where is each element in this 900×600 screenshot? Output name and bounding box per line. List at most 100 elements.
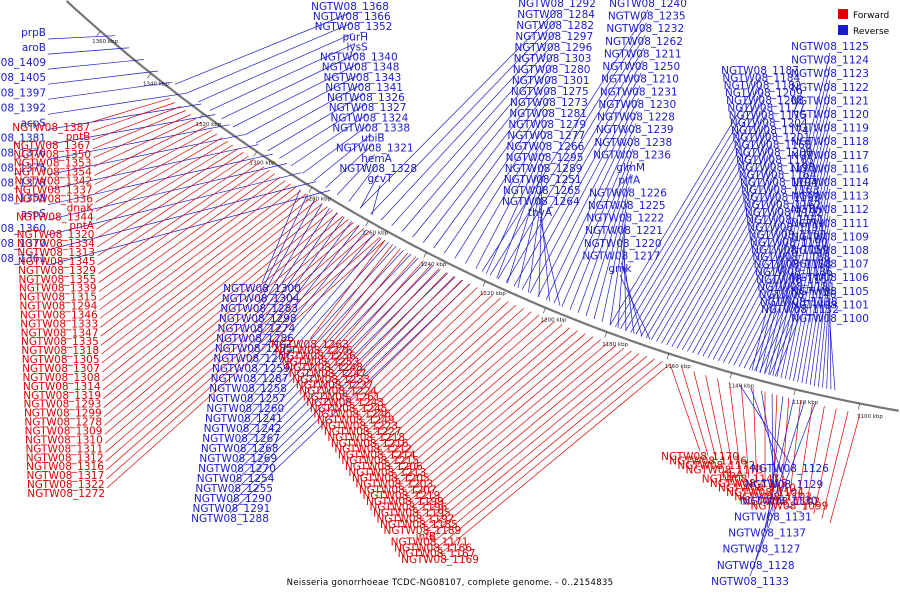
label-leader-line <box>681 181 778 351</box>
label-leader-line <box>245 241 389 404</box>
reverse-feature-label: NGTW08_1131 <box>734 511 812 523</box>
label-leader-line <box>355 290 486 415</box>
reverse-feature-label: NGTW08_1277 <box>507 130 585 142</box>
forward-feature-label: NGTW08_1367 <box>13 140 91 152</box>
tick-mark <box>666 353 670 360</box>
label-leader-line <box>485 141 547 274</box>
label-leader-line <box>256 207 330 324</box>
reverse-feature-label: NGTW08_1118 <box>791 136 869 148</box>
reverse-feature-label: NGTW08_1242 <box>204 423 282 435</box>
label-leader-line <box>475 130 548 269</box>
label-leader-line <box>755 401 805 561</box>
reverse-feature-label: NGTW08_1341 <box>325 82 403 94</box>
reverse-feature-label: NGTW08_1113 <box>791 191 869 203</box>
label-leader-line <box>755 66 831 372</box>
label-leader-line <box>106 239 386 489</box>
tick-label: 1220 kbp <box>480 291 506 297</box>
label-leader-line <box>497 35 646 280</box>
forward-feature-label: NGTW08_1206 <box>345 461 423 473</box>
label-leader-line <box>661 151 773 344</box>
forward-feature-label: NGTW08_1353 <box>14 158 92 170</box>
reverse-feature-label: NGTW08_1266 <box>507 141 585 153</box>
label-leader-line <box>209 43 356 111</box>
reverse-feature-label: NGTW08_1109 <box>791 231 869 243</box>
label-leaders <box>47 9 861 577</box>
label-leader-line <box>231 280 463 504</box>
label-leader-line <box>390 324 563 473</box>
forward-feature-label: NGTW08_1308 <box>22 372 100 384</box>
label-leader-line <box>625 99 765 331</box>
label-leader-line <box>776 134 831 377</box>
reverse-feature-label: gmk <box>609 263 633 275</box>
forward-feature-label: NGTW08_1322 <box>27 479 105 491</box>
label-leader-line <box>739 384 791 464</box>
label-leader-line <box>106 236 381 480</box>
reverse-feature-label: NGTW08_1283 <box>220 303 298 315</box>
reverse-feature-label: NGTW08_1340 <box>320 52 398 64</box>
forward-feature-label: NGTW08_1172 <box>677 460 755 472</box>
tick-mark <box>423 252 427 258</box>
label-leader-line <box>101 196 312 364</box>
label-leader-line <box>98 162 260 275</box>
reverse-feature-label: NGTW08_1375 <box>0 163 46 175</box>
tick-label: 1180 kbp <box>602 342 628 348</box>
forward-feature-label: NGTW08_1224 <box>299 386 377 398</box>
reverse-feature-label: NGTW08_1338 <box>332 122 410 134</box>
label-leader-line <box>505 47 645 283</box>
legend-reverse-label: Reverse <box>853 27 890 37</box>
label-leader-line <box>360 174 379 209</box>
forward-feature-label: NGTW08_1219 <box>363 490 441 502</box>
forward-feature-label: NGTW08_1329 <box>18 265 96 277</box>
forward-feature-label: NGTW08_1115 <box>710 478 788 490</box>
tick-mark <box>308 187 313 193</box>
label-leader-line <box>365 301 509 433</box>
label-leader-line <box>826 297 831 389</box>
label-leader-line <box>809 243 831 385</box>
label-leader-line <box>813 408 837 515</box>
label-leader-line <box>376 311 532 450</box>
label-leader-line <box>537 98 640 297</box>
label-leader-line <box>244 73 361 136</box>
forward-feature-label: NGTW08_1218 <box>327 432 405 444</box>
label-leader-line <box>47 124 230 160</box>
label-leader-line <box>261 189 301 284</box>
reverse-feature-label: NGTW08_1358 <box>0 193 46 205</box>
reverse-feature-label: NGTW08_1258 <box>209 383 287 395</box>
label-leader-line <box>100 186 297 337</box>
map-caption: Neisseria gonorrhoeae TCDC-NG08107, comp… <box>287 578 614 588</box>
reverse-feature-label: NGTW08_1108 <box>791 245 869 257</box>
label-leader-line <box>97 159 255 266</box>
reverse-feature-label: NGTW08_1238 <box>594 137 672 149</box>
reverse-feature-label: NGTW08_1254 <box>197 473 275 485</box>
label-leader-line <box>103 209 333 399</box>
forward-feature-label: NGTW08_1189 <box>384 525 462 537</box>
label-leader-line <box>692 196 781 354</box>
label-leader-line <box>94 125 207 185</box>
tick-label: 1260 kbp <box>362 230 388 236</box>
tick-mark <box>858 403 860 410</box>
label-leader-line <box>728 248 790 365</box>
reverse-feature-label: NGTW08_1366 <box>313 11 391 23</box>
label-leader-line <box>391 42 555 227</box>
reverse-feature-label: NGTW08_1181 <box>757 282 835 294</box>
reverse-feature-label: NGTW08_1194 <box>740 177 818 189</box>
reverse-feature-label: NGTW08_1129 <box>745 479 823 491</box>
label-leader-line <box>242 249 404 424</box>
reverse-feature-label: NGTW08_1138 <box>760 297 838 309</box>
reverse-feature-label: NGTW08_1267 <box>202 433 280 445</box>
reverse-feature-label: NGTW08_1122 <box>791 82 869 94</box>
label-leader-line <box>221 53 358 120</box>
label-leader-line <box>656 144 772 342</box>
label-leader-line <box>105 231 370 462</box>
reverse-feature-label: NGTW08_1165 <box>736 155 814 167</box>
tick-label: 1360 kbp <box>92 39 118 45</box>
forward-feature-label: NGTW08_1195 <box>373 508 451 520</box>
forward-feature-label: NGTW08_1294 <box>20 301 98 313</box>
reverse-feature-label: NGTW08_1222 <box>586 213 664 225</box>
forward-feature-label: NGTW08_1293 <box>24 399 102 411</box>
label-leader-line <box>100 183 291 328</box>
label-leader-line <box>100 190 302 346</box>
label-leader-line <box>645 129 770 339</box>
label-leader-line <box>630 106 766 333</box>
label-leader-line <box>104 219 349 426</box>
